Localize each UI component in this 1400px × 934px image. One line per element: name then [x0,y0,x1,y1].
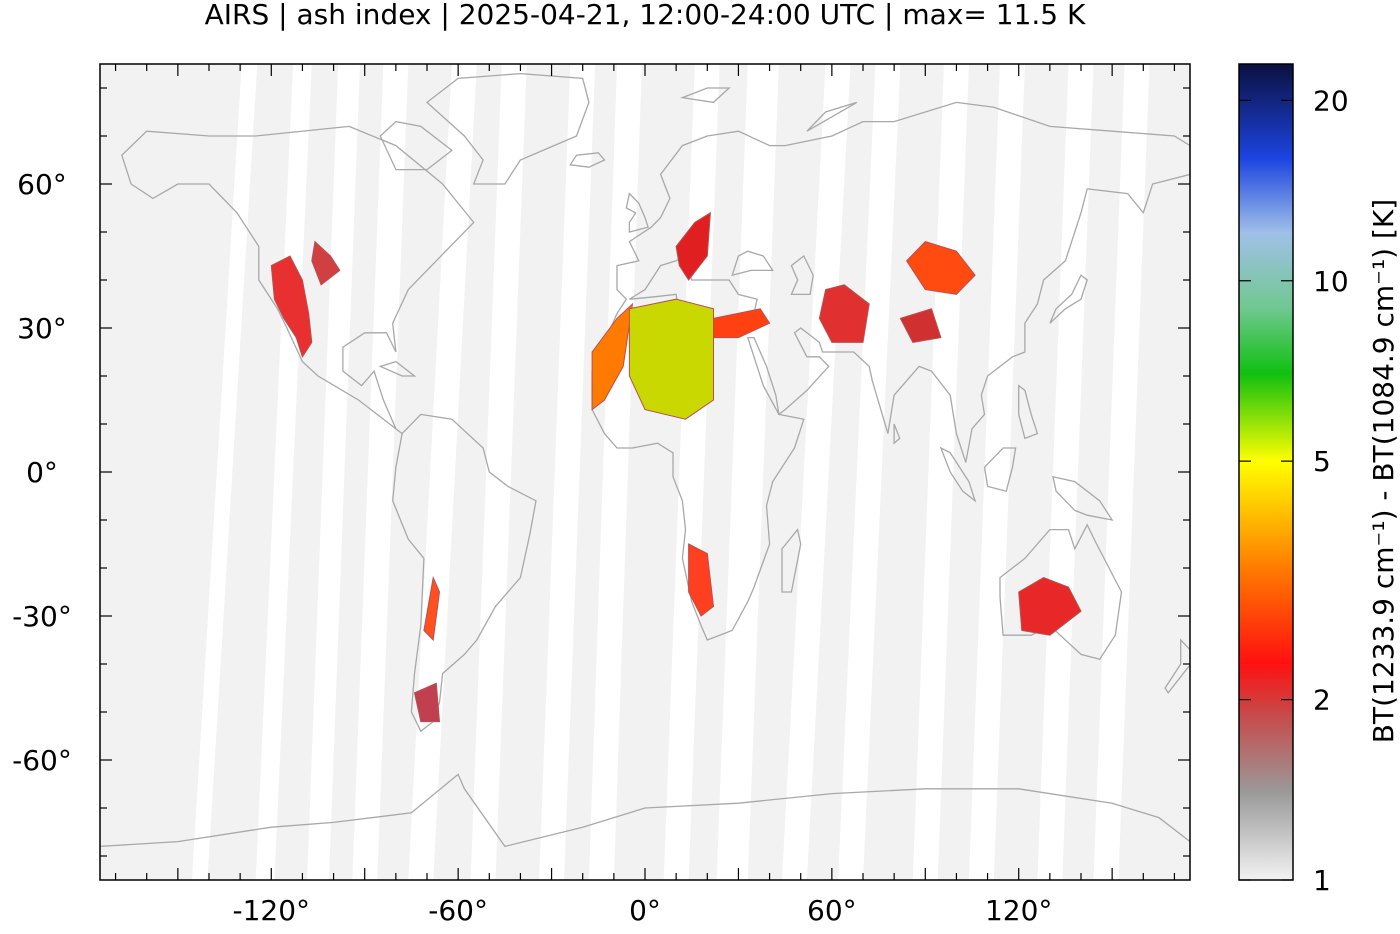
coastline-new-guinea [1052,475,1114,521]
colorbar [1238,63,1294,881]
ash-region-western-usa [270,255,313,358]
coastline-philippines [1018,384,1039,440]
colorbar-tick-label: 10 [1313,265,1349,298]
swath-gap-8 [663,64,720,880]
swath-gap-13 [968,64,1025,880]
map-ticks [100,64,1190,880]
swath-gap-5 [470,64,527,880]
swath-gap-7 [588,64,642,880]
ash-region-italy-balkans [675,211,711,281]
colorbar-label: BT(1233.9 cm⁻¹) - BT(1084.9 cm⁻¹) [K] [1367,199,1400,743]
ash-regions [270,211,1082,723]
swath-gap-3 [352,64,409,880]
coastline-north-america [121,125,475,435]
swath-gap-6 [539,64,596,880]
coastline-africa-eurasia [591,101,1190,641]
coastline-red-sea [746,336,780,415]
coastlines [100,72,1190,848]
ash-region-central-asia [905,241,976,295]
lon-tick-label: 0° [629,894,661,927]
coastline-iceland [569,152,606,168]
colorbar-tick-label: 2 [1313,684,1331,717]
coastline-madagascar [781,528,802,593]
coastline-australia [999,523,1123,660]
coastline-novaya-zemlya [806,101,858,132]
colorbar-ticks [1239,99,1293,881]
swath-gap-0 [191,64,258,880]
coastline-black-sea [731,250,774,277]
lat-tick-label: 60° [17,168,67,201]
longitude-labels: -120° -60° 0° 60° 120° [233,894,1053,927]
ash-region-andes-north [423,575,441,642]
ash-region-india [899,308,942,343]
lat-tick-label: -60° [12,744,72,777]
swath-gap-14 [1037,64,1094,880]
coastline-antarctica [100,773,1190,848]
lat-tick-label: 0° [26,456,58,489]
ash-region-namibia [688,543,715,617]
colorbar-tick-label: 20 [1313,84,1349,117]
coastline-uk [625,192,649,233]
swath-gaps [191,64,1150,880]
coastline-baffin [379,120,453,171]
ash-region-sahara-core [628,298,714,420]
coastline-south-america [392,413,537,733]
coastline-sri-lanka [893,423,901,445]
coastline-new-zealand [1164,638,1190,694]
lat-tick-label: 30° [17,312,67,345]
colorbar-tick-label: 5 [1313,445,1331,478]
coastline-sumatra [939,446,977,503]
coastline-cuba [378,360,417,377]
coastline-japan [1049,274,1088,324]
coastline-svalbard [679,87,731,104]
ash-region-middle-east [818,284,870,343]
lon-tick-label: 60° [807,894,857,927]
swath-gap-10 [782,64,851,880]
swath-gap-2 [307,64,360,880]
chart-title: AIRS | ash index | 2025-04-21, 12:00-24:… [205,0,1086,31]
coastline-indonesia-borneo [983,447,1017,492]
swath-gap-9 [716,64,779,880]
colorbar-tick-labels: 1 2 5 10 20 [1313,84,1349,897]
swath-gap-15 [1093,64,1150,880]
lon-tick-label: -120° [233,894,311,927]
ash-region-central-usa [311,240,341,286]
lon-tick-label: 120° [985,894,1052,927]
swath-gap-11 [838,64,901,880]
swath-gap-1 [255,64,312,880]
ash-region-australia [1018,577,1082,636]
lon-tick-label: -60° [428,894,488,927]
colorbar-tick-label: 1 [1313,864,1331,897]
swath-gap-4 [408,64,477,880]
ash-region-sahara-west [591,302,634,411]
latitude-labels: 60° 30° 0° -30° -60° [12,168,72,777]
ash-region-patagonia [413,682,441,723]
map-area [100,64,1190,880]
ash-region-libya-egypt [713,308,771,339]
coastline-caspian [790,254,814,296]
lat-tick-label: -30° [12,600,72,633]
